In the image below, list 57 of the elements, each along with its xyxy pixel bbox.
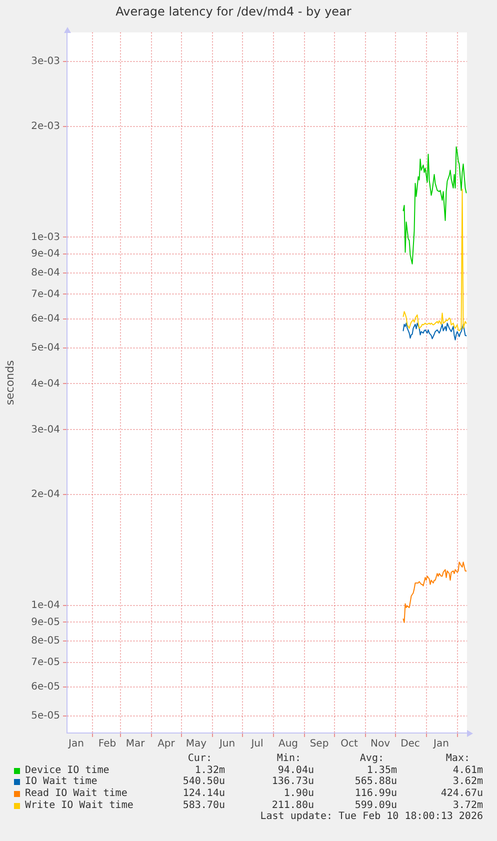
chart-title: Average latency for /dev/md4 - by year (116, 4, 352, 18)
y-tick-label: 2e-03 (31, 120, 60, 132)
y-tick-label: 1e-04 (31, 600, 60, 611)
legend-label: Read IO Wait time (25, 788, 128, 800)
text: 540.50u (182, 776, 225, 788)
x-tick-label: May (186, 738, 207, 750)
text: 124.14u (182, 788, 225, 800)
legend-label: Device IO time (25, 764, 110, 776)
x-tick-label: Apr (158, 738, 176, 750)
text: 599.09u (354, 800, 397, 811)
text: 94.04u (278, 764, 314, 776)
text: 4.61m (452, 764, 483, 776)
y-tick-label: 9e-05 (31, 616, 60, 628)
legend-label: IO Wait time (25, 776, 98, 788)
x-tick-label: Jun (218, 738, 236, 750)
x-tick-label: Nov (370, 738, 390, 750)
y-tick-label: 3e-04 (31, 424, 60, 436)
text: Cur: (188, 753, 212, 765)
text: 3.72m (452, 800, 483, 812)
x-tick-label: Feb (98, 738, 116, 750)
x-tick-label: Oct (340, 738, 358, 750)
x-tick-label: Aug (278, 738, 298, 750)
text: 565.88u (354, 776, 397, 788)
y-tick-label: 4e-04 (31, 378, 60, 390)
x-tick-label: Dec (400, 738, 420, 750)
y-tick-label: 6e-04 (31, 313, 60, 324)
y-tick-label: 8e-05 (31, 636, 60, 647)
y-tick-label: 5e-04 (31, 342, 60, 354)
x-tick-label: Mar (126, 738, 146, 750)
text: 583.70u (182, 800, 225, 812)
text: 1.35m (366, 764, 397, 776)
text: 424.67u (440, 788, 483, 800)
y-tick-label: 8e-04 (31, 267, 60, 278)
legend-label: Write IO Wait time (25, 800, 134, 812)
y-tick-label: 6e-05 (31, 682, 60, 693)
y-tick-label: 9e-04 (31, 248, 60, 260)
x-tick-label: Jan (68, 738, 84, 750)
text: 116.99u (354, 788, 397, 800)
y-tick-label: 7e-04 (31, 288, 60, 300)
y-tick-label: 3e-03 (31, 56, 60, 68)
text: 1.90u (284, 788, 314, 800)
x-tick-label: Jul (250, 738, 264, 750)
text: 136.73u (272, 776, 314, 788)
text: 211.80u (272, 800, 314, 811)
text: Avg: (360, 753, 384, 765)
y-axis-title: seconds (3, 360, 16, 406)
y-tick-label: 1e-03 (31, 232, 60, 243)
y-tick-label: 5e-05 (31, 710, 60, 722)
text: 3.62m (452, 776, 483, 788)
y-tick-label: 2e-04 (31, 489, 60, 500)
text: Max: (446, 753, 470, 765)
x-tick-label: Jan (432, 738, 449, 750)
text: Last update: Tue Feb 10 18:00:13 2026 (260, 811, 483, 824)
y-tick-label: 7e-05 (31, 656, 60, 668)
text: 1.32m (194, 764, 225, 776)
text: Min: (276, 753, 301, 765)
x-tick-label: Sep (310, 738, 329, 750)
